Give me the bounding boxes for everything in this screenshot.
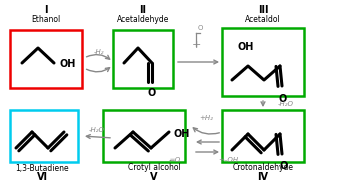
Text: III: III bbox=[258, 5, 268, 15]
Text: VI: VI bbox=[36, 172, 47, 182]
Bar bbox=[113, 30, 173, 88]
Text: -H₂: -H₂ bbox=[94, 49, 104, 55]
FancyArrowPatch shape bbox=[86, 135, 110, 139]
Bar bbox=[10, 110, 78, 162]
Text: Crotonaldehyde: Crotonaldehyde bbox=[232, 163, 293, 173]
FancyArrowPatch shape bbox=[86, 68, 110, 72]
Bar bbox=[103, 110, 185, 162]
Text: OH: OH bbox=[173, 129, 189, 139]
FancyArrowPatch shape bbox=[193, 128, 219, 134]
Text: +–OH: +–OH bbox=[218, 157, 238, 163]
Text: O: O bbox=[279, 94, 287, 104]
Text: II: II bbox=[140, 5, 146, 15]
Text: Ethanol: Ethanol bbox=[31, 15, 61, 25]
Text: I: I bbox=[44, 5, 48, 15]
Text: -H₂O: -H₂O bbox=[89, 127, 105, 133]
Text: O: O bbox=[280, 161, 288, 171]
Text: +H₂: +H₂ bbox=[199, 115, 213, 121]
Text: +: + bbox=[191, 40, 201, 50]
Text: O: O bbox=[197, 25, 203, 31]
Text: -H₂O: -H₂O bbox=[278, 101, 294, 107]
FancyArrowPatch shape bbox=[86, 55, 110, 59]
Bar bbox=[222, 110, 304, 162]
Bar bbox=[10, 30, 82, 88]
Text: Crotyl alcohol: Crotyl alcohol bbox=[127, 163, 180, 173]
Text: -═O: -═O bbox=[169, 157, 181, 163]
Text: OH: OH bbox=[238, 42, 254, 52]
Text: O: O bbox=[148, 88, 156, 98]
Text: Acetaldehyde: Acetaldehyde bbox=[117, 15, 169, 25]
Text: Acetaldol: Acetaldol bbox=[245, 15, 281, 25]
Text: 1,3-Butadiene: 1,3-Butadiene bbox=[15, 163, 69, 173]
Text: V: V bbox=[150, 172, 158, 182]
Text: OH: OH bbox=[60, 59, 76, 69]
Bar bbox=[222, 28, 304, 96]
Text: IV: IV bbox=[257, 172, 268, 182]
